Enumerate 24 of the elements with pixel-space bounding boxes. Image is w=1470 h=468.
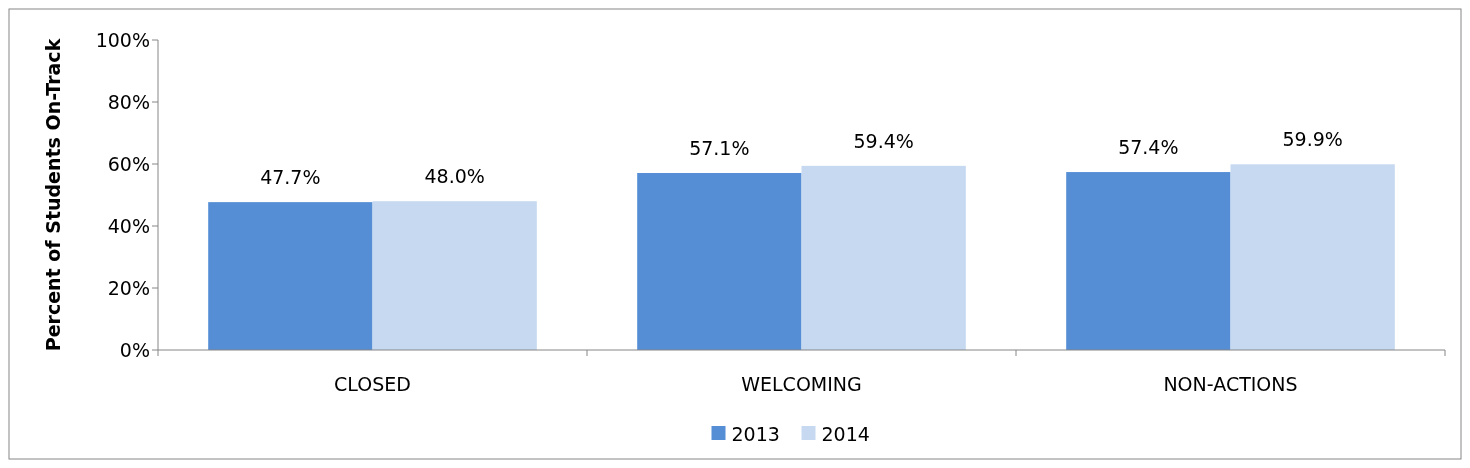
data-label: 48.0% xyxy=(424,165,485,188)
x-tick-label: WELCOMING xyxy=(741,373,862,395)
data-label: 59.4% xyxy=(853,129,914,152)
data-label: 59.9% xyxy=(1282,128,1343,151)
legend-label: 2014 xyxy=(821,422,870,445)
bar xyxy=(372,201,537,350)
data-label: 57.1% xyxy=(689,136,750,159)
x-tick-label: NON-ACTIONS xyxy=(1163,373,1298,395)
bar xyxy=(637,172,802,350)
y-tick-label: 80% xyxy=(107,90,150,113)
bar xyxy=(801,165,966,350)
x-tick-label: CLOSED xyxy=(334,373,411,395)
y-axis-title: Percent of Students On-Track xyxy=(42,38,64,352)
y-tick-label: 0% xyxy=(119,338,150,361)
y-tick-label: 40% xyxy=(107,214,150,237)
y-tick-label: 100% xyxy=(95,28,150,51)
data-label: 47.7% xyxy=(260,166,321,189)
y-tick-label: 60% xyxy=(107,152,150,175)
bar xyxy=(1066,172,1231,350)
legend-label: 2013 xyxy=(731,422,780,445)
data-label: 57.4% xyxy=(1118,136,1179,159)
bar xyxy=(1230,164,1395,350)
y-tick-label: 20% xyxy=(107,276,150,299)
bar xyxy=(208,202,373,350)
